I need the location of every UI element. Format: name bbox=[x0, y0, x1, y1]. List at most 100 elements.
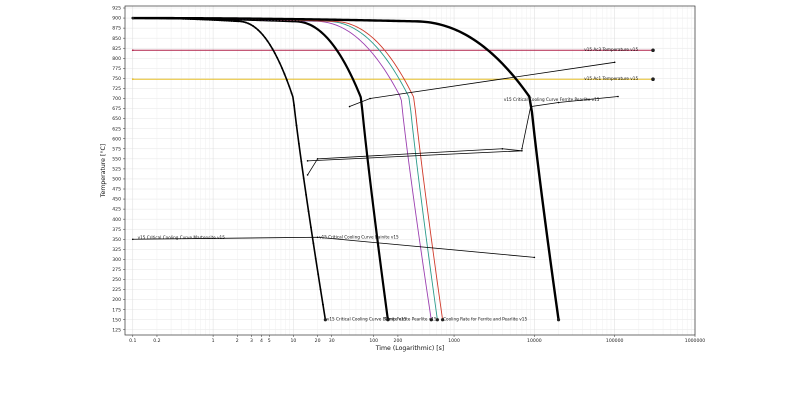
transformation-point bbox=[306, 160, 309, 162]
plot-frame bbox=[124, 5, 696, 336]
curve-start-marker bbox=[131, 16, 134, 20]
curve-markers bbox=[131, 16, 561, 322]
annotation-label: Cooling Rate for Ferrite and Pearlite v1… bbox=[443, 316, 527, 321]
curve-point bbox=[246, 18, 249, 21]
curve-point bbox=[232, 20, 235, 22]
y-tick-label: 650 bbox=[112, 116, 121, 122]
transformation-point bbox=[306, 174, 309, 176]
curve-point bbox=[397, 20, 400, 22]
curve-point bbox=[242, 21, 245, 23]
curve-point bbox=[295, 124, 298, 127]
curve-point bbox=[160, 17, 163, 20]
curve-point bbox=[419, 20, 422, 23]
curve-point bbox=[262, 19, 265, 22]
curve-point bbox=[335, 49, 338, 52]
curve-point bbox=[483, 46, 485, 48]
curve-point bbox=[328, 18, 331, 21]
curve-point bbox=[300, 21, 303, 23]
y-tick-label: 375 bbox=[112, 227, 121, 233]
curve-point bbox=[290, 92, 293, 95]
curve-point bbox=[268, 19, 271, 22]
y-tick-label: 475 bbox=[112, 187, 121, 193]
y-tick-label: 450 bbox=[112, 197, 121, 203]
curve-point bbox=[248, 17, 251, 20]
curve-point bbox=[291, 18, 294, 21]
curve-end-marker bbox=[323, 318, 327, 322]
curve-point bbox=[329, 40, 332, 43]
y-tick-label: 900 bbox=[112, 16, 121, 22]
curve-point bbox=[313, 26, 316, 29]
curve-point bbox=[291, 20, 294, 23]
curve-point bbox=[355, 84, 357, 87]
curve-point bbox=[135, 17, 137, 19]
curve-point bbox=[361, 109, 364, 112]
curve-point bbox=[224, 18, 227, 21]
curve-point bbox=[225, 19, 228, 22]
transformation-point bbox=[529, 105, 532, 108]
y-tick-label: 300 bbox=[112, 257, 121, 263]
curve-point bbox=[520, 84, 523, 87]
x-tick-label: 0.2 bbox=[153, 338, 160, 344]
curve-point bbox=[316, 28, 319, 31]
x-tick-label: 100 bbox=[369, 338, 378, 344]
transformation-point bbox=[521, 147, 523, 150]
curve-point bbox=[307, 23, 310, 25]
curve-point bbox=[288, 85, 291, 88]
curve-point bbox=[222, 17, 225, 20]
curve-point bbox=[304, 21, 306, 24]
x-tick-label: 10 bbox=[290, 338, 296, 344]
curve-point bbox=[310, 226, 312, 229]
curve-point bbox=[509, 71, 512, 74]
curve-point bbox=[195, 17, 198, 20]
x-tick-label: 10000 bbox=[527, 338, 542, 344]
annotation-label: v15 Critical Cooling Curve Ferrite Pearl… bbox=[504, 97, 600, 102]
x-tick-label: 30 bbox=[329, 338, 335, 344]
curve-point bbox=[307, 210, 310, 213]
curve-point bbox=[339, 54, 341, 56]
curve-point bbox=[350, 19, 352, 21]
curve-point bbox=[320, 30, 322, 33]
curve-point bbox=[190, 17, 193, 20]
y-tick-label: 750 bbox=[112, 76, 121, 82]
transformation-point bbox=[521, 149, 523, 152]
curve-point bbox=[493, 55, 496, 58]
curve-point bbox=[377, 245, 380, 248]
curve-point bbox=[253, 18, 255, 21]
y-tick-label: 125 bbox=[112, 327, 121, 333]
curve-point bbox=[278, 19, 281, 22]
curve-point bbox=[137, 17, 140, 19]
curve-point bbox=[383, 294, 386, 297]
y-tick-label: 725 bbox=[112, 86, 121, 92]
curve-point bbox=[358, 92, 361, 95]
curve-point bbox=[525, 91, 528, 94]
curve-point bbox=[319, 288, 322, 291]
curve-point bbox=[211, 17, 214, 20]
y-tick-label: 250 bbox=[112, 277, 121, 283]
transformation-point bbox=[316, 236, 319, 239]
curve-point bbox=[326, 37, 329, 39]
curve-point bbox=[276, 56, 279, 59]
transformation-line bbox=[521, 96, 619, 149]
curve-point bbox=[488, 50, 491, 53]
curve-point bbox=[312, 242, 315, 244]
curve-point bbox=[531, 111, 533, 113]
curve-point bbox=[240, 20, 243, 23]
curve-point bbox=[208, 17, 211, 20]
curve-point bbox=[273, 52, 276, 55]
curve-end-marker bbox=[440, 318, 445, 322]
y-tick-label: 425 bbox=[112, 207, 121, 213]
curve-point bbox=[235, 20, 238, 23]
curve-point bbox=[217, 17, 219, 20]
curve-point bbox=[269, 43, 271, 46]
transformation-point bbox=[369, 97, 371, 100]
curve-point bbox=[270, 17, 273, 20]
curve-point bbox=[192, 17, 195, 20]
curve-end-marker bbox=[429, 318, 433, 322]
curve-point bbox=[382, 19, 384, 22]
curve-point bbox=[233, 17, 235, 20]
curve-point bbox=[317, 273, 320, 276]
curve-point bbox=[286, 18, 289, 20]
curve-point bbox=[230, 20, 233, 22]
